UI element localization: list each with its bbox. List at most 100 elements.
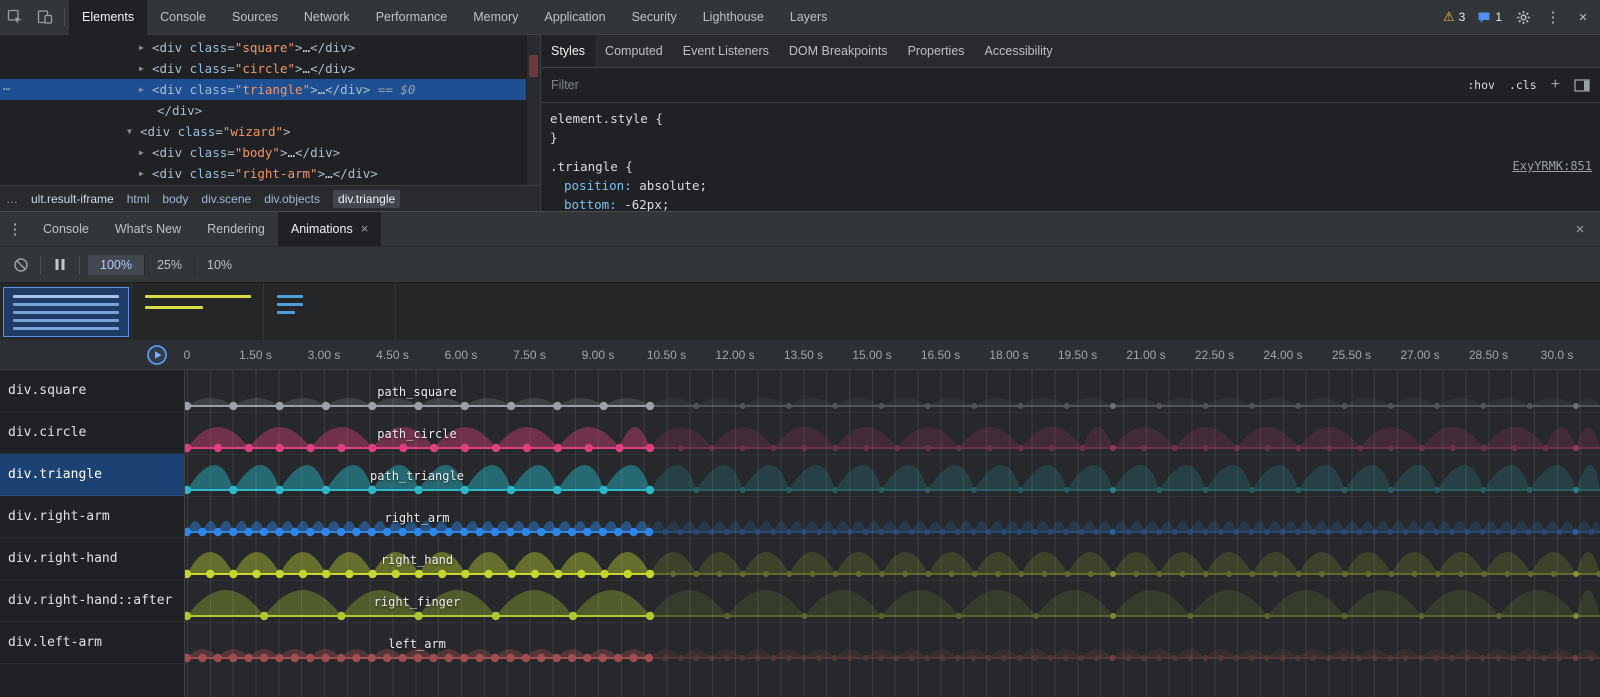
keyframe-dot[interactable]	[229, 527, 238, 537]
style-source-link[interactable]: ExyYRMK:851	[1512, 159, 1592, 173]
keyframe-dot[interactable]	[275, 569, 284, 579]
keyframe-dot[interactable]	[506, 485, 516, 495]
keyframe-dot[interactable]	[491, 611, 500, 621]
dom-tree-node[interactable]: ⋯ ▶ <div class="triangle">…</div> == $0	[0, 79, 526, 100]
breadcrumb-item-div-scene[interactable]: div.scene	[201, 191, 252, 206]
more-options-icon[interactable]: ⋮	[1545, 9, 1561, 26]
keyframe-dot[interactable]	[352, 527, 361, 537]
keyframe-dot[interactable]	[645, 401, 655, 411]
keyframe-dot[interactable]	[275, 653, 284, 663]
css-declaration[interactable]: bottom: -62px;	[550, 195, 1592, 211]
keyframe-dot[interactable]	[321, 401, 331, 411]
keyframe-dot[interactable]	[345, 569, 354, 579]
keyframe-dot[interactable]	[260, 611, 269, 621]
keyframe-dot[interactable]	[629, 653, 638, 663]
expand-arrow-icon[interactable]: ▶	[139, 85, 144, 94]
styles-filter-input[interactable]	[551, 78, 771, 92]
keyframe-dot[interactable]	[599, 485, 608, 495]
dom-tree-node[interactable]: ▶ <div class="body">…</div>	[0, 142, 526, 163]
keyframe-dot[interactable]	[553, 485, 562, 495]
messages-badge[interactable]: 1	[1471, 10, 1508, 24]
keyframe-dot[interactable]	[337, 611, 346, 621]
dom-tree-node[interactable]: ▶ <div class="square">…</div>	[0, 37, 526, 58]
keyframe-dot[interactable]	[429, 527, 438, 537]
tab-styles[interactable]: Styles	[541, 35, 596, 67]
main-tab-elements[interactable]: Elements	[69, 0, 148, 35]
keyframe-dot[interactable]	[521, 527, 530, 537]
tab-properties[interactable]: Properties	[907, 44, 965, 58]
close-animations-tab-icon[interactable]: ×	[360, 221, 369, 236]
main-tab-network[interactable]: Network	[303, 9, 350, 24]
warnings-badge[interactable]: ⚠ 3	[1437, 9, 1471, 25]
main-tab-performance[interactable]: Performance	[375, 9, 448, 24]
keyframe-dot[interactable]	[352, 653, 361, 663]
keyframe-dot[interactable]	[460, 485, 469, 495]
main-tab-memory[interactable]: Memory	[473, 9, 519, 24]
keyframe-dot[interactable]	[599, 401, 608, 411]
breadcrumb-overflow-icon[interactable]: …	[6, 191, 18, 206]
keyframe-dot[interactable]	[321, 653, 330, 663]
replay-button[interactable]	[146, 344, 168, 366]
animation-row-right_arm[interactable]: div.right-arm	[0, 496, 184, 538]
keyframe-dot[interactable]	[598, 527, 607, 537]
dom-tree-node[interactable]: ▶ <div class="right-arm">…</div>	[0, 163, 526, 184]
expand-arrow-icon[interactable]: ▶	[139, 148, 144, 157]
keyframe-dot[interactable]	[368, 569, 377, 579]
breadcrumb-item-body[interactable]: body	[162, 191, 189, 206]
keyframe-dot[interactable]	[522, 443, 532, 453]
main-tab-layers[interactable]: Layers	[789, 9, 828, 24]
keyframe-dot[interactable]	[460, 527, 469, 537]
main-tab-security[interactable]: Security	[631, 9, 677, 24]
keyframe-dot[interactable]	[614, 653, 623, 663]
drawer-tab-console[interactable]: Console	[30, 212, 102, 246]
keyframe-dot[interactable]	[444, 653, 453, 663]
playback-rate-10[interactable]: 10%	[194, 254, 244, 275]
keyframe-dot[interactable]	[367, 527, 376, 537]
keyframe-dot[interactable]	[398, 527, 407, 537]
dom-scrollbar[interactable]	[527, 35, 540, 185]
cls-toggle[interactable]: .cls	[1508, 78, 1537, 92]
keyframe-dot[interactable]	[629, 527, 638, 537]
dom-tree-node[interactable]: </div>	[0, 100, 526, 121]
tab-accessibility[interactable]: Accessibility	[984, 44, 1053, 58]
inspect-element-icon[interactable]	[0, 0, 30, 34]
keyframe-dot[interactable]	[367, 653, 376, 663]
keyframe-dot[interactable]	[383, 653, 392, 663]
keyframe-dot[interactable]	[644, 527, 654, 537]
keyframe-dot[interactable]	[530, 569, 540, 579]
animation-row-left_arm[interactable]: div.left-arm	[0, 622, 184, 664]
keyframe-dot[interactable]	[275, 443, 284, 453]
keyframe-dot[interactable]	[506, 527, 515, 537]
keyframe-dot[interactable]	[306, 443, 315, 453]
dom-tree-node[interactable]: ▶ <div class="circle">…</div>	[0, 58, 526, 79]
keyframe-dot[interactable]	[229, 401, 238, 411]
keyframe-dot[interactable]	[537, 527, 546, 537]
keyframe-dot[interactable]	[275, 401, 284, 411]
animation-row-path_square[interactable]: div.square	[0, 370, 184, 412]
keyframe-dot[interactable]	[275, 485, 284, 495]
keyframe-dot[interactable]	[429, 653, 438, 663]
keyframe-dot[interactable]	[583, 527, 592, 537]
keyframe-dot[interactable]	[414, 401, 423, 411]
keyframe-dot[interactable]	[198, 653, 207, 663]
dom-tree-node[interactable]: ▼ <div class="wizard">	[0, 121, 526, 142]
new-style-rule-icon[interactable]: +	[1550, 76, 1560, 93]
keyframe-dot[interactable]	[614, 527, 623, 537]
keyframe-dot[interactable]	[490, 653, 500, 663]
keyframe-dot[interactable]	[460, 401, 469, 411]
keyframe-dot[interactable]	[337, 443, 346, 453]
keyframe-dot[interactable]	[213, 653, 222, 663]
keyframe-dot[interactable]	[259, 527, 269, 537]
toggle-sidebar-icon[interactable]	[1574, 78, 1590, 92]
keyframe-dot[interactable]	[645, 611, 655, 621]
keyframe-dot[interactable]	[583, 653, 592, 663]
hov-toggle[interactable]: :hov	[1467, 78, 1495, 92]
collapse-arrow-icon[interactable]: ▼	[127, 127, 132, 136]
keyframe-dot[interactable]	[413, 527, 423, 537]
expand-arrow-icon[interactable]: ▶	[139, 43, 144, 52]
keyframe-dot[interactable]	[322, 569, 331, 579]
keyframe-dot[interactable]	[475, 527, 484, 537]
keyframe-dot[interactable]	[414, 611, 423, 621]
keyframe-dot[interactable]	[306, 527, 315, 537]
animation-row-path_triangle[interactable]: div.triangle	[0, 454, 184, 496]
